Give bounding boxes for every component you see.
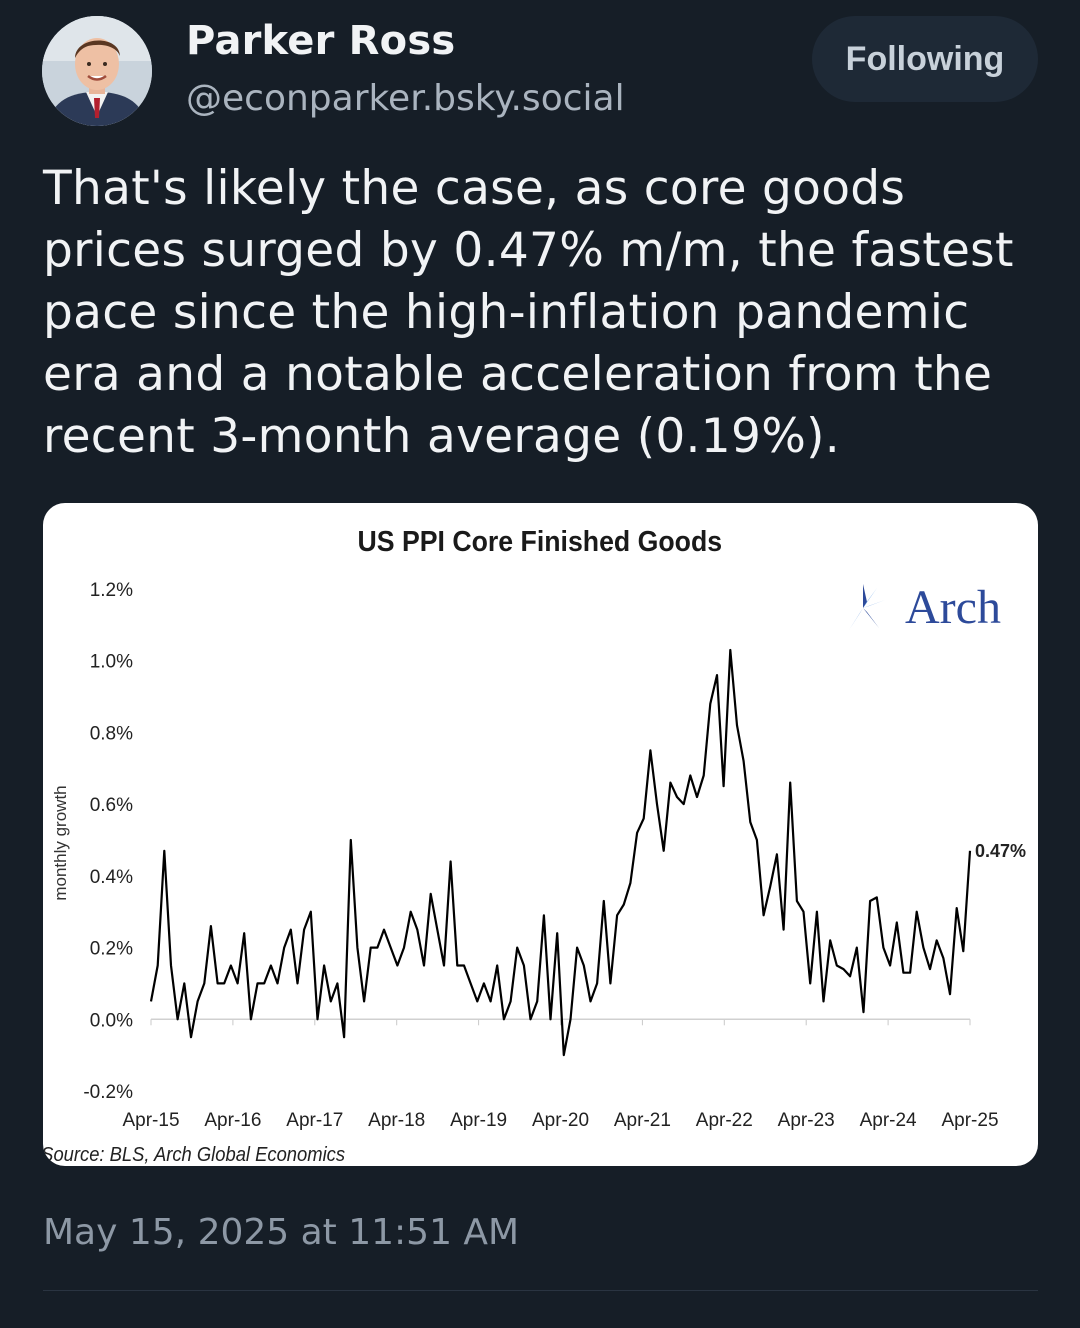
arch-logo-text: Arch: [905, 581, 1001, 634]
post-text: That's likely the case, as core goods pr…: [43, 161, 1014, 464]
x-tick-label: Apr-17: [286, 1110, 343, 1131]
y-tick-label: 0.8%: [90, 723, 133, 744]
x-tick-label: Apr-22: [696, 1110, 753, 1131]
series-line: [149, 648, 972, 1057]
chart-title: US PPI Core Finished Goods: [357, 525, 722, 557]
arch-star-icon: [839, 584, 885, 630]
y-tick-label: 0.0%: [90, 1010, 133, 1031]
y-tick-label: 1.2%: [90, 580, 133, 601]
x-tick-label: Apr-18: [368, 1110, 425, 1131]
author-avatar[interactable]: [42, 16, 152, 126]
x-tick-label: Apr-23: [778, 1110, 835, 1131]
y-tick-label: 1.0%: [90, 652, 133, 673]
y-tick-label: -0.2%: [83, 1082, 133, 1103]
y-axis-label: monthly growth: [51, 785, 70, 900]
chart-source: Source: BLS, Arch Global Economics: [43, 1144, 345, 1166]
x-tick-label: Apr-25: [941, 1110, 998, 1131]
x-tick-label: Apr-21: [614, 1110, 671, 1131]
x-tick-label: Apr-20: [532, 1110, 589, 1131]
x-tick-label: Apr-19: [450, 1110, 507, 1131]
author-name[interactable]: Parker Ross: [186, 18, 456, 64]
y-tick-label: 0.2%: [90, 939, 133, 960]
x-tick-label: Apr-24: [860, 1110, 917, 1131]
divider: [43, 1290, 1038, 1291]
following-button[interactable]: Following: [812, 16, 1038, 102]
post-timestamp[interactable]: May 15, 2025 at 11:51 AM: [43, 1212, 520, 1253]
chart-svg: US PPI Core Finished Goods Arch monthly …: [43, 525, 1026, 1166]
author-handle[interactable]: @econparker.bsky.social: [186, 78, 625, 119]
x-tick-label: Apr-16: [204, 1110, 261, 1131]
arch-logo: Arch: [839, 581, 1001, 634]
chart-image[interactable]: US PPI Core Finished Goods Arch monthly …: [43, 503, 1038, 1166]
y-tick-label: 0.6%: [90, 795, 133, 816]
x-tick-label: Apr-15: [122, 1110, 179, 1131]
y-tick-label: 0.4%: [90, 867, 133, 888]
end-value-label: 0.47%: [975, 841, 1026, 861]
